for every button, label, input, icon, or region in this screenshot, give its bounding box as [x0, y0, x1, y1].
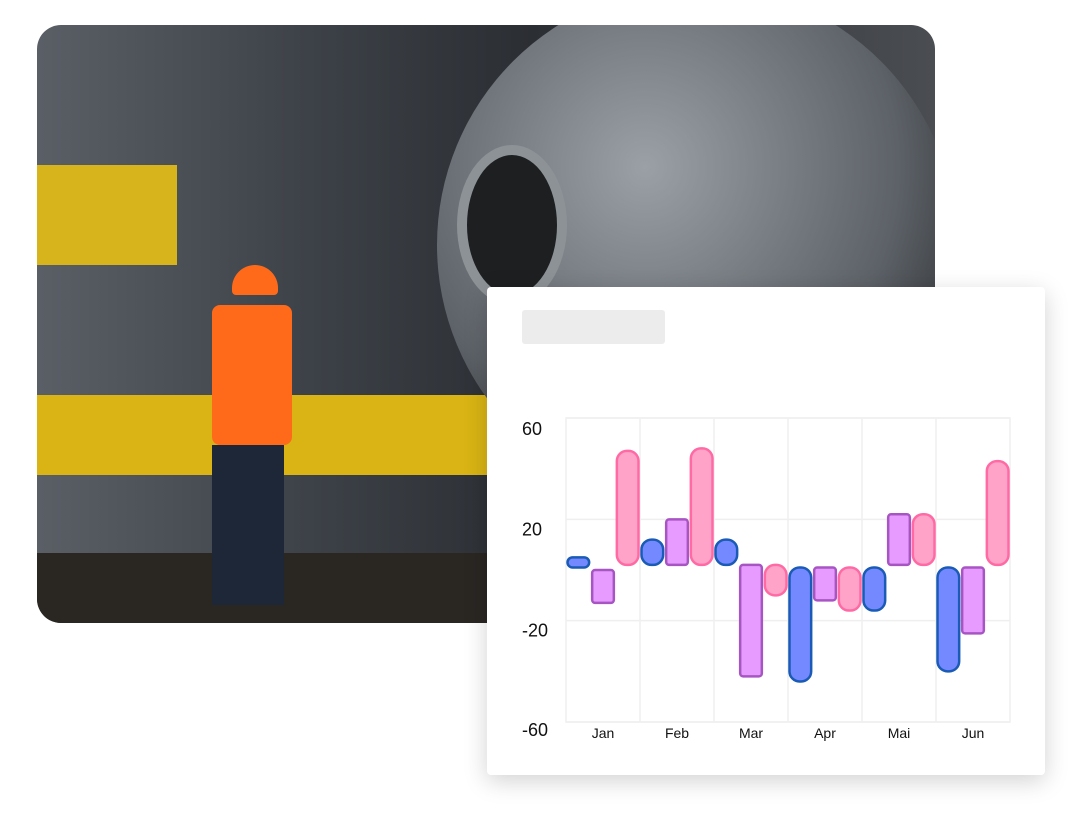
x-tick-label: Apr	[814, 725, 836, 741]
y-tick-label: -60	[522, 720, 548, 740]
bar-mai-series-1	[862, 566, 887, 612]
bar-mar-series-1	[714, 538, 739, 567]
bar-feb-series-1	[640, 538, 665, 567]
bar-jan-series-2	[590, 568, 616, 605]
bar-mar-series-2	[738, 563, 764, 678]
photo-drum-opening	[457, 145, 567, 305]
bar-mai-series-2	[886, 513, 912, 567]
x-tick-label: Feb	[665, 725, 689, 741]
bar-jan-series-3	[615, 449, 640, 567]
y-tick-label: -20	[522, 621, 548, 641]
y-tick-label: 20	[522, 519, 542, 539]
chart-card: 60 20 -20 -60 Jan Feb Mar Apr Mai Jun	[487, 287, 1045, 775]
photo-worker	[212, 265, 292, 605]
bar-apr-series-2	[812, 566, 838, 602]
x-tick-label: Jan	[592, 725, 615, 741]
bar-jun-series-1	[936, 566, 961, 673]
bar-mar-series-3	[763, 563, 788, 597]
bar-chart: 60 20 -20 -60 Jan Feb Mar Apr Mai Jun	[522, 417, 1011, 741]
bar-jan-series-1	[566, 556, 591, 569]
bar-feb-series-3	[689, 447, 714, 567]
chart-title-placeholder	[522, 310, 665, 344]
bar-mai-series-3	[911, 513, 936, 567]
x-tick-label: Mar	[739, 725, 763, 741]
photo-helmet	[232, 265, 278, 295]
bar-apr-series-3	[837, 566, 862, 612]
photo-wall	[37, 165, 177, 265]
bar-feb-series-2	[664, 518, 690, 567]
photo-vest	[212, 305, 292, 445]
x-tick-label: Jun	[962, 725, 985, 741]
bar-apr-series-1	[788, 566, 813, 683]
bar-jun-series-2	[960, 566, 986, 635]
x-tick-label: Mai	[888, 725, 911, 741]
bar-jun-series-3	[985, 459, 1010, 567]
photo-legs	[212, 445, 284, 605]
y-tick-label: 60	[522, 419, 542, 439]
